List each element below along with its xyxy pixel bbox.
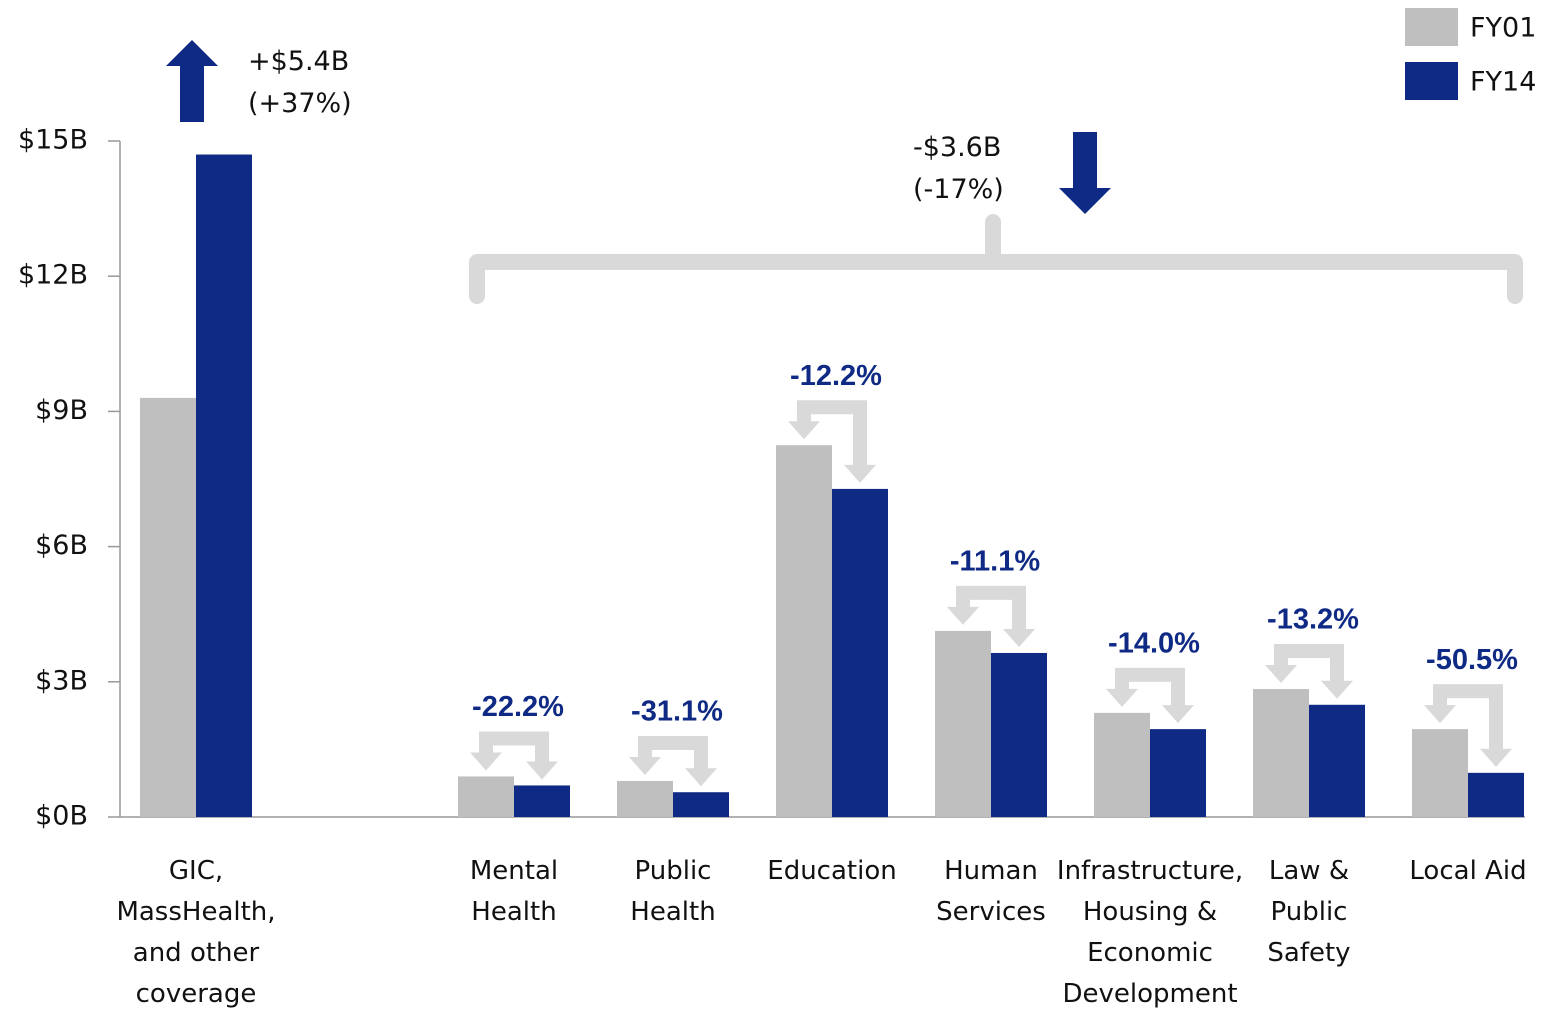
x-tick-label: Public Health xyxy=(630,856,716,927)
bar xyxy=(832,488,888,817)
bar xyxy=(617,780,673,817)
legend-swatch xyxy=(1405,62,1458,100)
bar xyxy=(1412,729,1468,817)
bar xyxy=(673,792,729,817)
bar xyxy=(1094,712,1150,817)
arrow-head xyxy=(1480,748,1512,767)
bar xyxy=(1468,772,1524,817)
down-arrow xyxy=(1059,132,1111,214)
change-label: -12.2% xyxy=(790,360,882,392)
arrow-head xyxy=(685,768,717,787)
arrow-head xyxy=(1003,628,1035,647)
bar xyxy=(776,445,832,817)
arrow-head xyxy=(947,606,979,625)
bar xyxy=(140,397,196,817)
x-tick-label: Local Aid xyxy=(1409,856,1527,886)
arrow-head xyxy=(1106,688,1138,707)
bar xyxy=(196,154,252,817)
change-arrow xyxy=(956,585,1026,631)
arrow-head xyxy=(1265,665,1297,684)
change-label: -50.5% xyxy=(1426,644,1518,676)
bar xyxy=(991,652,1047,817)
change-arrow xyxy=(797,400,867,467)
change-label: -31.1% xyxy=(631,696,723,728)
up-arrow xyxy=(166,40,218,122)
x-tick-label: GIC, MassHealth, and other coverage xyxy=(116,856,276,1009)
x-tick-label: Education xyxy=(767,856,897,886)
change-arrow xyxy=(1433,684,1503,751)
arrow-head xyxy=(1321,680,1353,699)
annotation: +$5.4B (+37%) xyxy=(248,46,352,119)
annotation: -$3.6B (-17%) xyxy=(913,132,1004,205)
change-label: -13.2% xyxy=(1267,604,1359,636)
y-tick-label: $12B xyxy=(18,260,88,291)
legend-swatch xyxy=(1405,8,1458,46)
bar xyxy=(458,776,514,817)
bracket xyxy=(469,214,1523,304)
change-arrow xyxy=(479,731,549,764)
arrow-head xyxy=(1162,705,1194,724)
arrow-head xyxy=(1424,705,1456,724)
change-arrow xyxy=(1274,644,1344,683)
arrow-head xyxy=(526,761,558,780)
change-arrow xyxy=(638,735,708,771)
bar xyxy=(1253,689,1309,817)
y-tick-label: $9B xyxy=(35,395,88,426)
bar xyxy=(1309,704,1365,817)
change-label: -22.2% xyxy=(472,691,564,723)
arrow-head xyxy=(629,756,661,775)
arrow-head xyxy=(788,421,820,440)
x-tick-label: Human Services xyxy=(936,856,1046,927)
change-label: -14.0% xyxy=(1108,628,1200,660)
change-arrow xyxy=(1115,667,1185,708)
y-tick-label: $15B xyxy=(18,125,88,156)
change-label: -11.1% xyxy=(950,546,1040,578)
legend-label: FY14 xyxy=(1470,67,1536,98)
x-tick-label: Mental Health xyxy=(469,856,559,927)
y-tick-label: $6B xyxy=(35,530,88,561)
arrow-head xyxy=(470,752,502,771)
x-tick-label: Infrastructure, Housing & Economic Devel… xyxy=(1056,856,1244,1009)
arrow-head xyxy=(844,464,876,483)
legend-label: FY01 xyxy=(1470,13,1536,44)
bar xyxy=(935,630,991,817)
y-tick-label: $3B xyxy=(35,665,88,696)
bar xyxy=(514,785,570,817)
y-tick-label: $0B xyxy=(35,801,88,832)
x-tick-label: Law & Public Safety xyxy=(1267,856,1351,968)
bar xyxy=(1150,729,1206,817)
